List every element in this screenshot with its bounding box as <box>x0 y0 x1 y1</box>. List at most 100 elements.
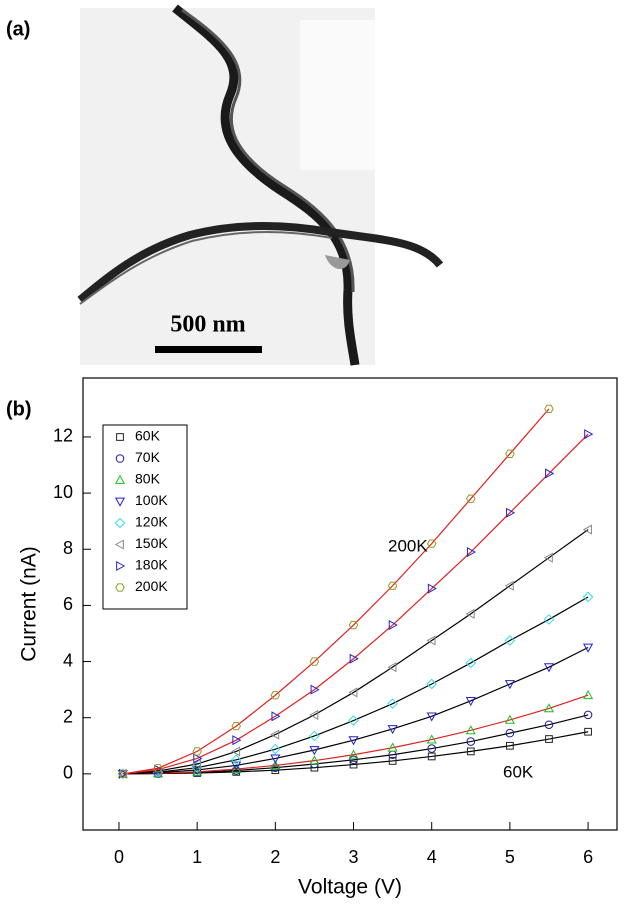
data-point <box>387 662 397 673</box>
data-point <box>348 736 359 746</box>
data-point <box>466 737 476 746</box>
data-point <box>506 741 514 750</box>
annotation: 60K <box>503 762 534 781</box>
legend-marker <box>116 433 124 441</box>
legend-marker <box>116 560 126 572</box>
data-point <box>349 755 358 765</box>
fit-line <box>122 529 589 775</box>
data-point <box>427 744 436 753</box>
data-point <box>191 758 202 770</box>
legend-label: 70K <box>135 449 161 465</box>
data-point <box>582 591 594 603</box>
data-point <box>465 725 476 735</box>
data-point <box>584 429 594 440</box>
fit-line <box>122 596 589 775</box>
panel-label: (a) <box>6 18 30 40</box>
x-tick-label: 3 <box>349 847 359 867</box>
data-point <box>387 581 398 590</box>
data-point <box>387 725 398 735</box>
data-point <box>504 580 514 591</box>
data-point <box>192 747 202 756</box>
data-point <box>388 620 398 631</box>
data-point <box>270 691 281 700</box>
data-point <box>506 507 516 518</box>
data-point <box>231 721 242 731</box>
data-point <box>427 752 436 761</box>
data-point <box>505 449 515 458</box>
data-point <box>543 663 555 673</box>
scale-bar-label: 500 nm <box>170 312 245 338</box>
data-point <box>119 768 129 779</box>
plot-frame <box>82 377 618 831</box>
data-point <box>310 684 320 695</box>
data-point <box>348 687 358 698</box>
data-point <box>465 608 475 619</box>
data-point <box>270 754 281 764</box>
annotation: 200K <box>388 536 428 555</box>
x-tick-label: 4 <box>427 847 437 867</box>
data-point <box>309 746 320 756</box>
x-tick-label: 6 <box>583 847 593 867</box>
panel-label: (b) <box>6 398 32 420</box>
fit-line <box>122 433 589 775</box>
y-tick-label: 12 <box>53 426 73 446</box>
data-point <box>426 734 437 744</box>
x-tick-label: 1 <box>192 847 202 867</box>
data-point <box>544 404 554 414</box>
data-point <box>583 690 594 700</box>
data-point <box>309 657 320 666</box>
legend-label: 200K <box>135 578 168 594</box>
data-point <box>232 735 242 746</box>
data-point <box>270 729 280 740</box>
data-point <box>387 742 398 752</box>
y-axis-title: Current (nA) <box>18 546 41 662</box>
data-point <box>231 761 242 771</box>
x-axis-title: Voltage (V) <box>298 876 402 899</box>
legend-label: 60K <box>135 428 161 444</box>
data-point <box>271 711 281 722</box>
data-point <box>426 539 437 548</box>
data-point <box>309 755 320 765</box>
data-point <box>584 727 592 736</box>
data-point <box>583 643 594 653</box>
legend-marker <box>114 539 124 550</box>
data-point <box>193 753 203 764</box>
data-point <box>543 703 555 713</box>
data-point <box>349 653 359 664</box>
x-tick-label: 0 <box>114 847 124 867</box>
data-point <box>466 547 477 558</box>
y-tick-label: 4 <box>63 650 73 670</box>
data-point <box>309 709 319 720</box>
data-point <box>230 754 242 766</box>
x-tick-label: 5 <box>505 847 515 867</box>
legend-marker <box>115 454 125 463</box>
data-point <box>427 583 437 594</box>
data-point <box>270 760 281 770</box>
data-point <box>426 678 438 690</box>
data-point <box>426 712 437 722</box>
data-point <box>504 680 515 690</box>
legend-label: 100K <box>135 492 168 508</box>
legend-label: 120K <box>135 514 168 530</box>
legend-marker <box>115 583 125 592</box>
data-point <box>426 635 436 646</box>
legend-label: 150K <box>135 535 168 551</box>
y-tick-label: 2 <box>63 706 73 726</box>
data-point <box>348 620 359 630</box>
data-point <box>348 749 359 759</box>
data-point <box>545 468 555 479</box>
data-point <box>388 757 397 765</box>
legend-marker <box>114 517 126 529</box>
legend-label: 180K <box>135 557 168 573</box>
data-point <box>504 635 516 646</box>
fit-line <box>122 646 589 775</box>
data-point <box>153 764 163 773</box>
x-tick-label: 2 <box>270 847 280 867</box>
data-point <box>543 614 555 625</box>
data-point <box>465 657 477 669</box>
data-point <box>231 763 242 773</box>
data-point <box>466 747 475 756</box>
data-point <box>545 735 553 743</box>
y-tick-label: 10 <box>53 482 73 502</box>
